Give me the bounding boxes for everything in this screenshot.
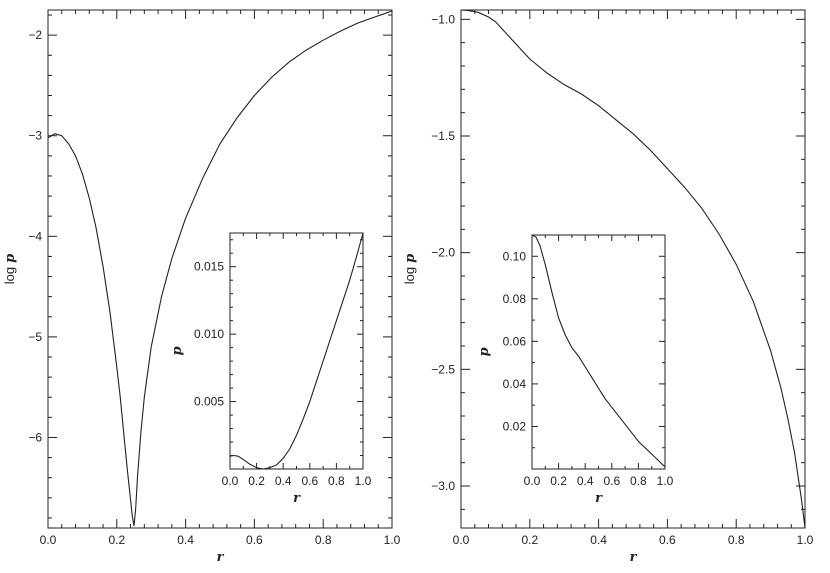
x-tick-label: 0.4 xyxy=(275,474,292,488)
y-tick-label: 0.04 xyxy=(503,377,527,391)
y-tick-label: 0.010 xyxy=(194,327,224,341)
x-tick-label: 0.4 xyxy=(590,533,607,547)
x-tick-label: 0.0 xyxy=(453,533,470,547)
x-tick-label: 0.6 xyxy=(603,474,620,488)
y-axis-label-var: p xyxy=(403,254,418,263)
x-tick-label: 0.2 xyxy=(108,533,125,547)
series-line xyxy=(531,234,666,468)
x-tick-label: 0.8 xyxy=(630,474,647,488)
y-axis-label: log p xyxy=(402,254,418,284)
x-tick-label: 0.6 xyxy=(659,533,676,547)
x-tick-label: 0.2 xyxy=(521,533,538,547)
plot-area xyxy=(230,233,363,469)
series-line xyxy=(229,232,364,470)
x-tick-label: 0.2 xyxy=(248,474,265,488)
x-axis-label: r xyxy=(630,550,638,565)
y-tick-label: 0.10 xyxy=(503,249,527,263)
x-tick-label: 0.6 xyxy=(246,533,263,547)
x-tick-label: 1.0 xyxy=(384,533,401,547)
x-tick-label: 0.6 xyxy=(301,474,318,488)
x-tick-label: 1.0 xyxy=(355,474,372,488)
x-tick-label: 0.8 xyxy=(728,533,745,547)
y-axis-label: p xyxy=(477,347,492,356)
y-tick-label: −6 xyxy=(28,430,42,444)
x-tick-label: 0.2 xyxy=(550,474,567,488)
y-tick-label: −1.5 xyxy=(431,129,455,143)
y-tick-label: −4 xyxy=(28,229,42,243)
x-tick-label: 0.8 xyxy=(315,533,332,547)
x-tick-label: 0.4 xyxy=(177,533,194,547)
y-axis-label-prefix: log xyxy=(2,267,17,284)
x-axis-label: r xyxy=(217,550,225,565)
x-tick-label: 1.0 xyxy=(657,474,674,488)
plot-frame xyxy=(460,9,806,529)
y-axis-label-var: p xyxy=(170,346,185,355)
y-tick-label: 0.015 xyxy=(194,260,224,274)
y-axis-label: p xyxy=(170,346,185,355)
y-tick-label: −2.0 xyxy=(431,246,455,260)
y-tick-label: −2.5 xyxy=(431,362,455,376)
y-tick-label: −1.0 xyxy=(431,12,455,26)
y-axis-label: log p xyxy=(2,254,18,284)
x-tick-label: 1.0 xyxy=(797,533,814,547)
x-axis-label: r xyxy=(293,491,301,506)
series-line xyxy=(460,9,806,529)
y-tick-label: −2 xyxy=(28,28,42,42)
plot-area xyxy=(532,235,665,469)
y-tick-label: 0.06 xyxy=(503,334,527,348)
y-tick-label: −3.0 xyxy=(431,479,455,493)
y-axis-label-var: p xyxy=(3,254,18,263)
left-inset-plot: 0.0 0.2 0.4 0.6 0.8 1.0 0.005 0.010 0.015 r p xyxy=(170,232,372,506)
y-tick-label: 0.005 xyxy=(194,395,224,409)
plot-frame xyxy=(229,232,364,470)
y-tick-label: −5 xyxy=(28,330,42,344)
plot-frame xyxy=(531,234,666,470)
x-axis-label: r xyxy=(595,491,603,506)
y-tick-label: −3 xyxy=(28,129,42,143)
x-tick-label: 0.0 xyxy=(222,474,239,488)
x-tick-label: 0.8 xyxy=(328,474,345,488)
x-tick-label: 0.0 xyxy=(524,474,541,488)
y-axis-label-prefix: log xyxy=(402,267,417,284)
plot-frame xyxy=(47,9,393,529)
y-tick-label: 0.08 xyxy=(503,292,527,306)
series-line xyxy=(47,10,393,527)
x-tick-label: 0.0 xyxy=(40,533,57,547)
y-axis-label-var: p xyxy=(477,347,492,356)
y-tick-label: 0.02 xyxy=(503,419,527,433)
right-inset-plot: 0.0 0.2 0.4 0.6 0.8 1.0 0.02 0.04 0.06 0.08 0.10 r p xyxy=(477,234,674,506)
x-tick-label: 0.4 xyxy=(577,474,594,488)
